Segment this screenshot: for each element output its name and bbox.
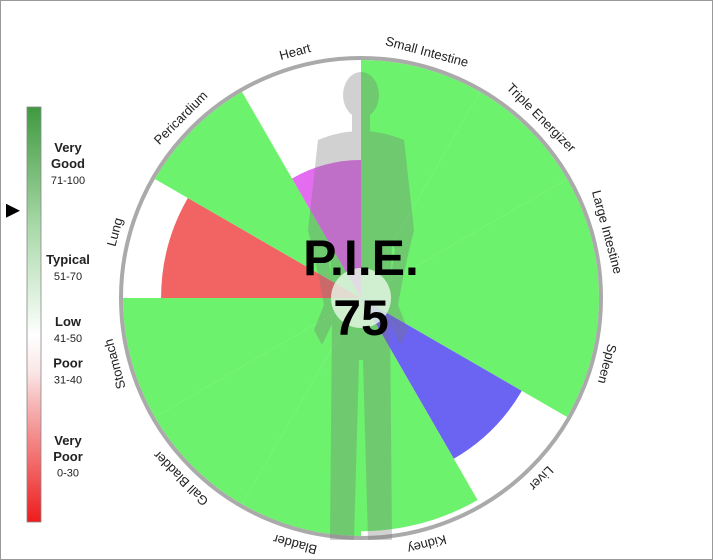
sector (361, 298, 522, 459)
sector-label: Kidney (405, 532, 448, 557)
legend-range: 71-100 (51, 175, 85, 187)
legend-label: Poor (53, 356, 83, 371)
legend-word: Very (54, 433, 82, 448)
legend-range: 0-30 (57, 468, 79, 480)
legend-range: 31-40 (54, 375, 82, 387)
sector (361, 91, 568, 298)
legend-label: Very Poor (53, 433, 83, 464)
center-title: P.I.E. (303, 230, 419, 286)
legend-word: Typical (46, 252, 90, 267)
sector (361, 298, 599, 417)
sector (291, 159, 361, 298)
sector-label: Lung (104, 216, 126, 248)
legend-label: Low (55, 315, 82, 330)
sector (361, 60, 480, 298)
sector (361, 298, 478, 532)
sector (361, 179, 599, 298)
sector (242, 298, 361, 536)
legend-label: Typical (46, 252, 90, 267)
sector (123, 298, 361, 417)
center-value: 75 (333, 290, 389, 346)
sector (161, 198, 361, 298)
sector-label: Spleen (595, 343, 620, 386)
legend-range: 51-70 (54, 271, 82, 283)
body-silhouette (308, 72, 414, 540)
legend-label: Very Good (51, 141, 85, 172)
score-pointer (6, 203, 20, 218)
legend-word: Poor (53, 356, 83, 371)
legend-word: Good (51, 157, 85, 172)
legend-range: 41-50 (54, 333, 82, 345)
legend-word: Very (54, 141, 82, 156)
legend-word: Poor (53, 449, 83, 464)
sector-label: Heart (278, 40, 313, 63)
sector-label: Bladder (271, 531, 319, 557)
sector (154, 298, 361, 505)
outer-ring (119, 56, 603, 540)
color-scale (26, 106, 42, 523)
sector (154, 91, 361, 298)
center-hole (331, 268, 391, 328)
legend-word: Low (55, 315, 82, 330)
